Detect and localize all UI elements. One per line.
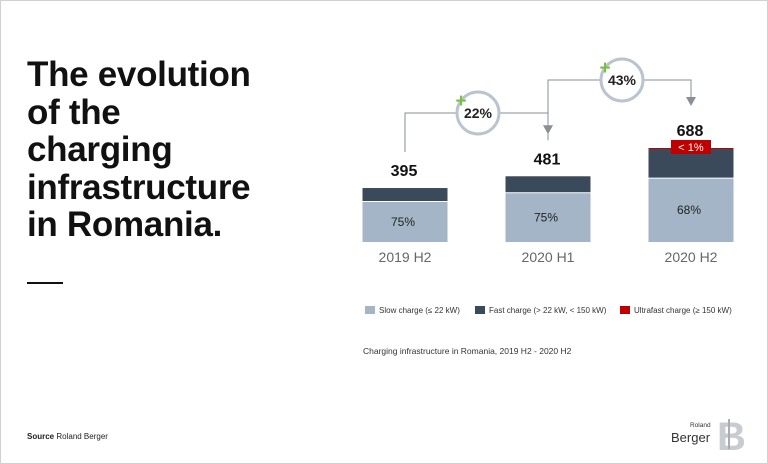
legend-label-slow: Slow charge (≤ 22 kW) (379, 305, 460, 315)
legend-swatch-ultra (620, 306, 630, 314)
bar-segment-slow (362, 201, 448, 242)
growth-plus-icon: + (599, 58, 610, 79)
logo-b-mark-icon: B (717, 415, 744, 453)
growth-badge-circle (455, 90, 501, 136)
bar-segment-fast (362, 188, 448, 202)
growth-connector (547, 79, 601, 141)
source-value: Roland Berger (56, 432, 108, 441)
bar-percent-label-slow: 68% (677, 203, 701, 217)
title-underline (27, 282, 63, 284)
bar-label-ultra: < 1% (678, 142, 704, 154)
logo-text-berger: Berger (671, 430, 711, 445)
bar-total-label: 395 (391, 163, 418, 180)
page-title: The evolution of the charging infrastruc… (27, 56, 251, 244)
category-tick-label: 2019 H2 (379, 249, 432, 265)
title-line: in Romania. (27, 205, 223, 244)
legend-swatch-slow (365, 306, 375, 314)
growth-badge-circle (599, 57, 645, 103)
bar-segment-slow (505, 192, 591, 242)
growth-arrowhead (686, 97, 696, 106)
category-tick-label: 2020 H2 (665, 249, 718, 265)
bar-total-label: 688 (677, 123, 704, 140)
roland-berger-logo: Roland Berger B (668, 413, 744, 453)
bar-segment-fast (505, 176, 591, 193)
bar-segment-slow (648, 178, 734, 242)
legend-item-ultra: Ultrafast charge (≥ 150 kW) (620, 303, 732, 317)
growth-plus-icon: + (455, 91, 466, 112)
svg-text:B: B (717, 415, 744, 453)
logo-text-roland: Roland (690, 422, 711, 429)
chart-caption: Charging infrastructure in Romania, 2019… (363, 346, 572, 356)
legend-item-slow: Slow charge (≤ 22 kW) (365, 303, 460, 317)
title-line: The evolution (27, 55, 251, 94)
legend-swatch-fast (475, 306, 485, 314)
bar-percent-label-slow: 75% (534, 210, 558, 224)
title-line: of the (27, 92, 121, 132)
growth-connector (499, 112, 549, 127)
ultra-label-box (671, 140, 711, 154)
bar-total-label: 481 (534, 151, 561, 168)
title-line: infrastructure (27, 167, 251, 207)
growth-percent-label: 43% (608, 72, 637, 88)
growth-percent-label: 22% (464, 105, 493, 121)
legend-item-fast: Fast charge (> 22 kW, < 150 kW) (475, 303, 606, 317)
legend-label-fast: Fast charge (> 22 kW, < 150 kW) (489, 305, 607, 315)
title-line: charging (27, 130, 173, 169)
bar-percent-label-slow: 75% (391, 215, 415, 229)
legend-label-ultra: Ultrafast charge (≥ 150 kW) (634, 305, 732, 315)
category-tick-label: 2020 H1 (522, 249, 575, 265)
source-note: Source Roland Berger (27, 432, 108, 441)
growth-connector (643, 79, 692, 98)
source-label: Source (27, 432, 55, 441)
growth-connector (404, 112, 457, 153)
